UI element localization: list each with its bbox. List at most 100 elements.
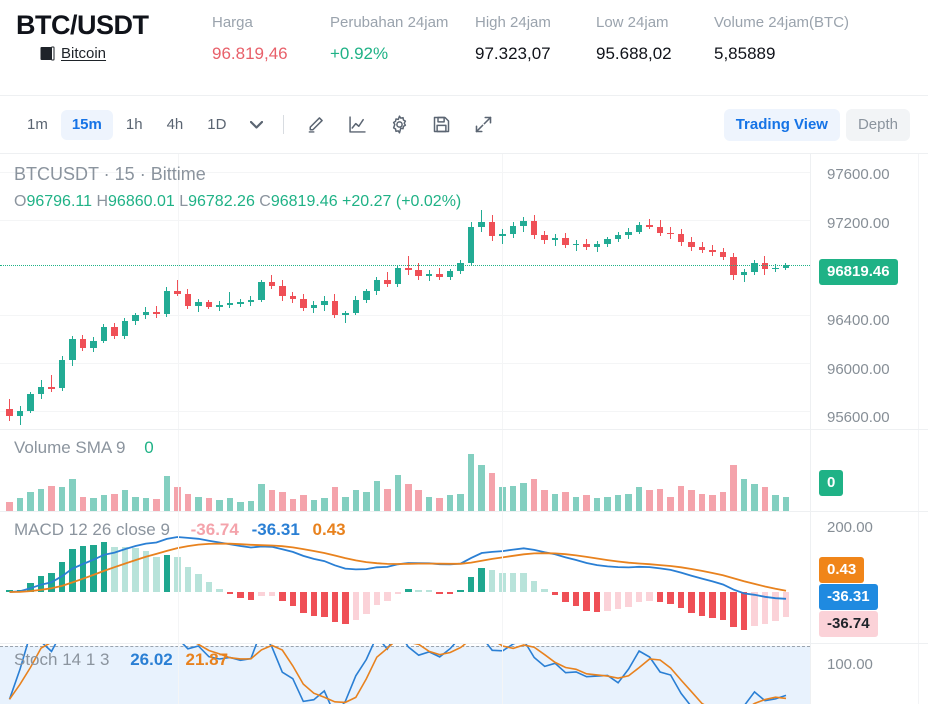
- stoch-d-line: [8, 644, 787, 704]
- candle-wick: [743, 268, 745, 282]
- tab-trading-view[interactable]: Trading View: [723, 108, 840, 141]
- macd-histogram-bar: [562, 592, 569, 602]
- volume-bar: [6, 501, 13, 511]
- candlestick: [37, 379, 45, 400]
- candle-body: [111, 327, 118, 336]
- volume-bar: [352, 490, 360, 511]
- candle-body: [289, 296, 297, 299]
- timeframe-15m[interactable]: 15m: [60, 109, 113, 140]
- volume-bar: [782, 496, 790, 511]
- price-pane[interactable]: BTCUSDT · 15 · Bittime O96796.11 H96860.…: [0, 154, 928, 429]
- candle-body: [478, 222, 485, 227]
- macd-histogram-bar: [478, 568, 485, 592]
- candle-body: [279, 285, 286, 297]
- volume-bar: [258, 484, 265, 511]
- candlestick: [625, 228, 632, 239]
- volume-bar: [342, 496, 349, 511]
- draw-pencil-icon[interactable]: [298, 110, 332, 140]
- pane-separator[interactable]: [0, 429, 928, 430]
- volume-value-badge: 0: [819, 470, 844, 496]
- chart-settings-gear-icon[interactable]: [382, 110, 416, 140]
- chart-area[interactable]: BTCUSDT · 15 · Bittime O96796.11 H96860.…: [0, 154, 928, 704]
- macd-histogram-bar: [100, 542, 108, 592]
- macd-histogram-bar: [373, 592, 381, 605]
- candlestick: [425, 269, 433, 281]
- timeframe-1D[interactable]: 1D: [196, 110, 237, 140]
- macd-histogram-bar: [761, 592, 769, 624]
- timeframe-1m[interactable]: 1m: [16, 110, 59, 140]
- candle-wick: [344, 310, 346, 323]
- candlestick: [16, 406, 24, 426]
- macd-histogram-bar: [394, 592, 401, 594]
- volume-plot[interactable]: [0, 430, 810, 511]
- volume-bar: [614, 495, 622, 511]
- macd-histogram-bar: [153, 556, 160, 592]
- candle-body: [499, 234, 506, 237]
- fullscreen-expand-icon[interactable]: [466, 110, 500, 140]
- timeframe-1h[interactable]: 1h: [115, 110, 154, 140]
- stat-value: 97.323,07: [475, 44, 551, 63]
- candlestick: [478, 210, 485, 232]
- candle-body: [27, 394, 34, 412]
- candle-wick: [407, 255, 409, 275]
- volume-bar: [205, 498, 213, 511]
- candlestick: [635, 222, 643, 235]
- price-plot[interactable]: [0, 154, 810, 429]
- macd-histogram-bar: [782, 592, 790, 617]
- candlestick: [373, 277, 381, 296]
- pair-subtitle[interactable]: Bitcoin: [16, 45, 212, 62]
- macd-histogram-bar: [646, 592, 653, 601]
- stat-value: 96.819,46: [212, 44, 288, 63]
- volume-scale[interactable]: 0: [810, 430, 928, 511]
- macd-plot[interactable]: [0, 512, 810, 643]
- macd-histogram-bar: [635, 592, 643, 603]
- volume-bar: [646, 490, 653, 511]
- indicators-line-chart-icon[interactable]: [340, 110, 374, 140]
- macd-histogram-bar: [331, 592, 339, 623]
- candle-body: [572, 243, 580, 246]
- volume-bar: [520, 482, 527, 511]
- pair-sub-label[interactable]: Bitcoin: [61, 45, 107, 62]
- timeframe-4h[interactable]: 4h: [156, 110, 195, 140]
- candle-body: [79, 339, 87, 348]
- candle-wick: [229, 291, 231, 309]
- volume-bar: [247, 500, 255, 511]
- chevron-down-icon[interactable]: [243, 112, 269, 138]
- macd-signal-line: [9, 542, 787, 593]
- macd-histogram-bar: [730, 592, 737, 628]
- volume-bar: [300, 495, 307, 511]
- macd-histogram-bar: [436, 592, 443, 594]
- stoch-pane[interactable]: Stoch 14 1 3 26.02 21.87 100.00: [0, 644, 928, 704]
- macd-histogram-bar: [184, 566, 192, 592]
- stat-value: +0.92%: [330, 44, 389, 63]
- stoch-plot[interactable]: [0, 644, 810, 704]
- candle-wick: [51, 375, 52, 392]
- macd-histogram-bar: [405, 589, 412, 592]
- macd-histogram-bar: [698, 592, 706, 616]
- stoch-scale[interactable]: 100.00: [810, 644, 928, 704]
- volume-bar: [436, 498, 443, 511]
- tab-depth[interactable]: Depth: [845, 108, 910, 141]
- pane-separator[interactable]: [0, 643, 928, 644]
- stoch-tick: 100.00: [827, 656, 873, 673]
- candlestick: [237, 298, 244, 308]
- candlestick: [153, 305, 160, 318]
- macd-histogram-bar: [142, 551, 150, 592]
- volume-bar: [698, 493, 706, 511]
- macd-scale[interactable]: 200.00 0.43 -36.31 -36.74: [810, 512, 928, 643]
- price-scale[interactable]: 97600.00 97200.00 96819.46 96400.00 9600…: [810, 154, 928, 429]
- price-tick: 95600.00: [827, 409, 890, 426]
- volume-pane[interactable]: Volume SMA 9 0 0: [0, 430, 928, 511]
- macd-pane[interactable]: MACD 12 26 close 9 -36.74 -36.31 0.43 20…: [0, 512, 928, 643]
- macd-histogram-bar: [384, 592, 391, 602]
- candlestick: [604, 236, 611, 248]
- save-floppy-icon[interactable]: [424, 110, 458, 140]
- candle-body: [782, 265, 790, 268]
- candle-body: [331, 301, 339, 316]
- macd-histogram-bar: [541, 589, 548, 592]
- candlestick: [646, 218, 653, 230]
- candlestick: [614, 231, 622, 243]
- volume-bar: [111, 493, 118, 511]
- pane-separator[interactable]: [0, 511, 928, 512]
- candlestick: [719, 248, 727, 261]
